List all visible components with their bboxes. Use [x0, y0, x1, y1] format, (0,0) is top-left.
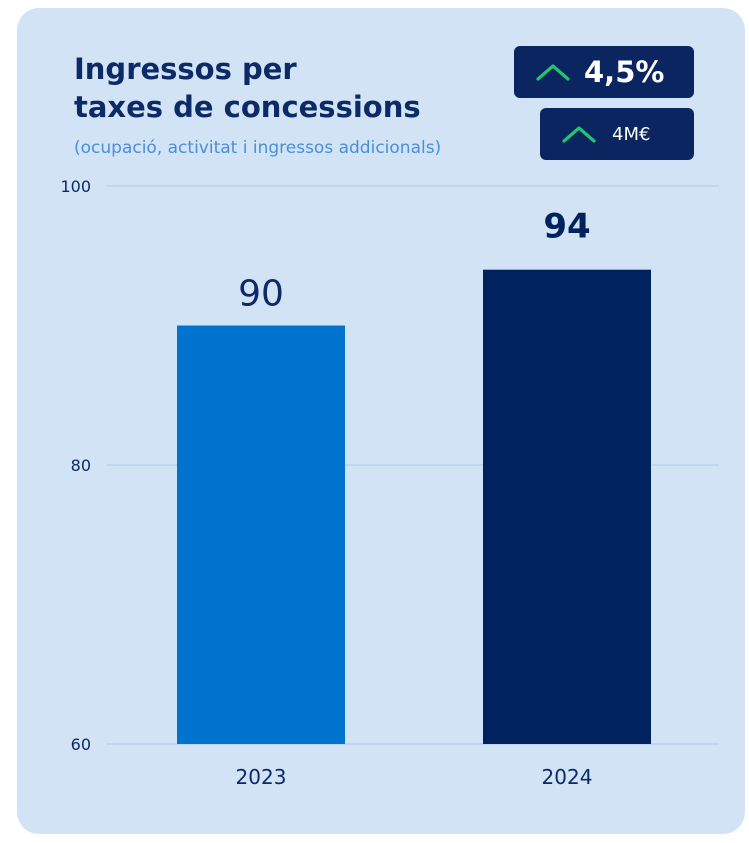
x-tick-label: 2023 — [236, 765, 287, 789]
absolute-change-badge: 4M€ — [540, 108, 694, 160]
y-tick-label: 100 — [60, 177, 91, 196]
y-tick-label: 80 — [71, 456, 91, 475]
absolute-change-value: 4M€ — [612, 123, 651, 145]
chevron-up-icon — [536, 64, 570, 81]
x-tick-label: 2024 — [542, 765, 593, 789]
chart-title-line-1: Ingressos per — [74, 52, 297, 86]
bar-2023 — [177, 325, 345, 744]
percent-change-badge: 4,5% — [514, 46, 694, 98]
chart-subtitle: (ocupació, activitat i ingressos addicio… — [74, 138, 442, 158]
chart-title-line-2: taxes de concessions — [74, 90, 421, 124]
bar-2024 — [483, 269, 651, 744]
chevron-up-icon — [562, 126, 596, 143]
chart-title: Ingressos per taxes de concessions — [74, 50, 421, 126]
percent-change-value: 4,5% — [584, 55, 665, 89]
y-tick-label: 60 — [71, 735, 91, 754]
data-label: 94 — [543, 207, 590, 247]
data-label: 90 — [238, 274, 284, 315]
